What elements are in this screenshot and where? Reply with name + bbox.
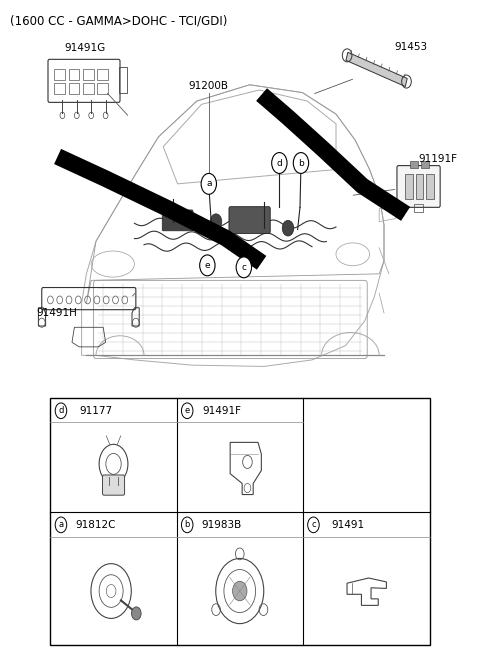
Bar — [416, 174, 423, 199]
Text: a: a — [59, 520, 63, 529]
Polygon shape — [346, 52, 407, 87]
Circle shape — [244, 217, 255, 233]
Text: b: b — [298, 158, 304, 168]
Bar — [414, 204, 423, 212]
Bar — [83, 83, 94, 94]
Text: 91812C: 91812C — [75, 520, 116, 530]
Bar — [426, 174, 434, 199]
Text: 91491: 91491 — [332, 520, 365, 530]
Circle shape — [55, 517, 67, 533]
Circle shape — [272, 153, 287, 173]
Text: 91191F: 91191F — [419, 155, 457, 164]
Text: 91491G: 91491G — [65, 43, 106, 53]
Text: 91177: 91177 — [79, 406, 112, 416]
Bar — [97, 83, 108, 94]
Bar — [69, 69, 79, 80]
Circle shape — [210, 214, 222, 230]
Text: e: e — [185, 406, 190, 415]
Circle shape — [236, 257, 252, 278]
Circle shape — [293, 153, 309, 173]
FancyBboxPatch shape — [397, 166, 440, 207]
Text: (1600 CC - GAMMA>DOHC - TCI/GDI): (1600 CC - GAMMA>DOHC - TCI/GDI) — [10, 14, 227, 27]
Text: c: c — [241, 263, 246, 272]
FancyBboxPatch shape — [162, 210, 193, 231]
FancyBboxPatch shape — [229, 207, 270, 233]
Bar — [410, 161, 418, 168]
Bar — [69, 83, 79, 94]
FancyBboxPatch shape — [103, 475, 125, 496]
Circle shape — [181, 403, 193, 419]
Circle shape — [201, 173, 216, 194]
Circle shape — [308, 517, 319, 533]
Circle shape — [132, 607, 141, 620]
Circle shape — [181, 517, 193, 533]
Circle shape — [200, 255, 215, 276]
Text: e: e — [204, 261, 210, 270]
Text: 91983B: 91983B — [202, 520, 242, 530]
Text: d: d — [58, 406, 64, 415]
Text: 91200B: 91200B — [189, 82, 229, 91]
Text: b: b — [184, 520, 190, 529]
Text: 91453: 91453 — [395, 42, 428, 52]
Text: d: d — [276, 158, 282, 168]
Text: c: c — [311, 520, 316, 529]
Circle shape — [177, 211, 188, 226]
Text: 91491F: 91491F — [203, 406, 241, 416]
Bar — [83, 69, 94, 80]
Circle shape — [232, 582, 247, 601]
Bar — [405, 174, 413, 199]
Circle shape — [282, 220, 294, 236]
Bar — [54, 83, 65, 94]
Bar — [119, 67, 127, 93]
Bar — [421, 161, 429, 168]
Bar — [50, 398, 430, 645]
Text: a: a — [206, 179, 212, 188]
Circle shape — [55, 403, 67, 419]
Bar — [97, 69, 108, 80]
Text: 91491H: 91491H — [36, 308, 77, 318]
Bar — [54, 69, 65, 80]
